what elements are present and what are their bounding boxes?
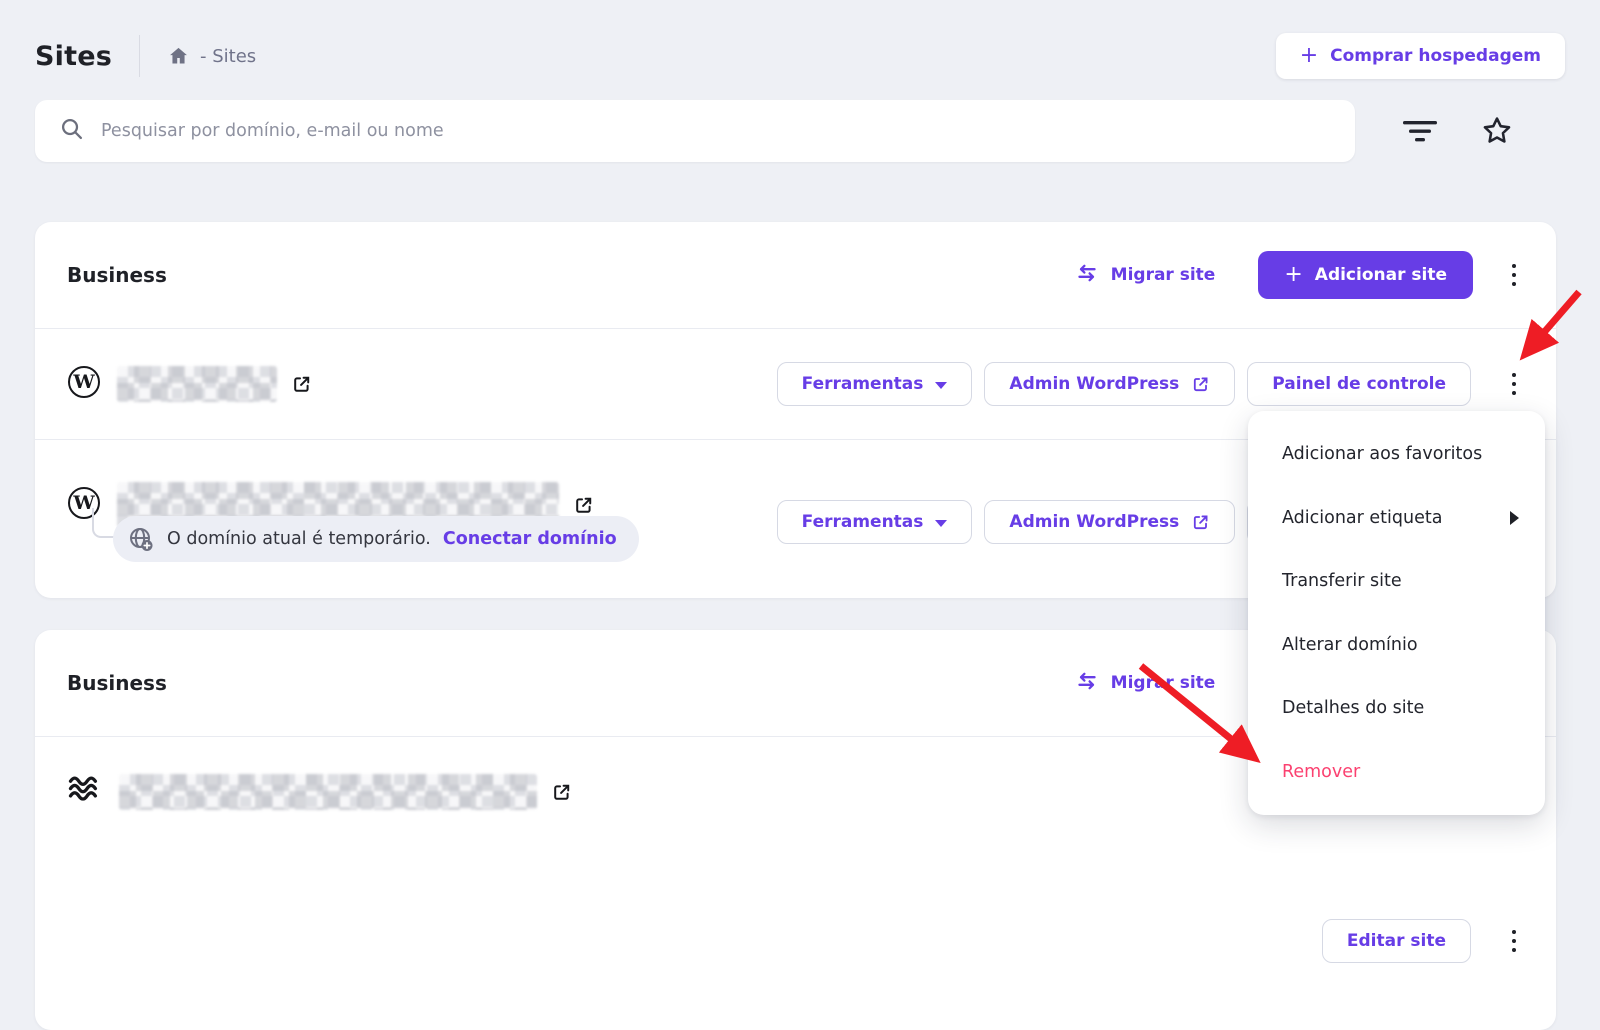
svg-text:W: W [72,492,95,514]
menu-item-label: Detalhes do site [1282,698,1425,719]
control-panel-button[interactable]: Painel de controle [1247,362,1471,406]
menu-item-add-label[interactable]: Adicionar etiqueta [1248,490,1545,546]
plus-icon: + [1284,262,1303,287]
site-options-menu-button[interactable] [1504,367,1524,401]
menu-item-transfer-site[interactable]: Transferir site [1248,553,1545,609]
temporary-domain-notice: O domínio atual é temporário. Conectar d… [113,516,639,562]
add-site-label: Adicionar site [1314,265,1447,285]
menu-item-add-to-favorites[interactable]: Adicionar aos favoritos [1248,426,1545,482]
external-link-icon[interactable] [573,495,594,516]
menu-item-label: Adicionar aos favoritos [1282,444,1483,465]
menu-item-label: Remover [1282,761,1361,782]
website-builder-logo [67,772,103,812]
tree-connector [92,508,116,538]
plan-options-menu-button[interactable] [1504,258,1524,292]
migrate-site-label: Migrar site [1110,673,1216,693]
favorites-filter-button[interactable] [1470,104,1524,158]
external-link-icon[interactable] [291,374,312,395]
blurred-domain-name [117,366,277,402]
divider [35,439,1556,440]
breadcrumb[interactable]: - Sites [167,45,256,67]
plus-icon: + [1299,43,1319,68]
add-site-button[interactable]: + Adicionar site [1258,251,1473,299]
buy-hosting-label: Comprar hospedagem [1330,46,1541,66]
tools-dropdown-button[interactable]: Ferramentas [776,362,973,406]
control-panel-label: Painel de controle [1272,374,1446,394]
site-context-menu: Adicionar aos favoritos Adicionar etique… [1248,411,1545,815]
title-divider [139,35,140,77]
swap-arrows-icon [1075,261,1099,290]
wordpress-logo: W [67,365,101,403]
magnifier-icon [59,116,85,146]
menu-item-label: Alterar domínio [1282,634,1418,655]
site-row-1: W Ferramentas [35,329,1556,439]
svg-text:W: W [72,371,95,393]
filter-button[interactable] [1393,104,1447,158]
tools-label: Ferramentas [801,512,924,532]
submenu-arrow-icon [1510,510,1519,525]
card1-header: Business Migrar site + Adicionar site [35,222,1556,328]
buy-hosting-button[interactable]: + Comprar hospedagem [1275,33,1565,79]
wordpress-logo: W [67,486,101,524]
connect-domain-link[interactable]: Conectar domínio [442,529,617,549]
tools-dropdown-button[interactable]: Ferramentas [776,500,973,544]
edit-site-button[interactable]: Editar site [1321,919,1471,963]
page-title: Sites [35,40,112,72]
search-input[interactable] [101,121,1331,141]
swap-arrows-icon [1075,669,1099,698]
wp-admin-label: Admin WordPress [1009,512,1180,532]
migrate-site-button[interactable]: Migrar site [1075,261,1216,290]
menu-item-label: Transferir site [1282,571,1402,592]
blurred-domain-name [119,774,537,810]
breadcrumb-label: - Sites [200,45,257,67]
migrate-site-button[interactable]: Migrar site [1075,669,1216,698]
top-bar: Sites - Sites + Comprar hospedagem [35,30,1565,82]
chevron-down-icon [935,381,948,389]
wp-admin-button[interactable]: Admin WordPress [984,362,1236,406]
wp-admin-label: Admin WordPress [1009,374,1180,394]
search-bar [35,100,1355,162]
menu-item-site-details[interactable]: Detalhes do site [1248,680,1545,736]
home-icon[interactable] [167,45,190,67]
edit-site-label: Editar site [1346,931,1446,951]
divider [35,328,1556,329]
menu-item-remove[interactable]: Remover [1248,744,1545,800]
notice-text: O domínio atual é temporário. [167,529,431,549]
chevron-down-icon [935,519,948,527]
external-link-icon[interactable] [551,782,572,803]
external-link-icon [1191,513,1210,532]
plan-name: Business [67,671,167,695]
tools-label: Ferramentas [801,374,924,394]
plan-name: Business [67,263,167,287]
site-options-menu-button[interactable] [1504,924,1524,958]
divider [35,736,1556,737]
migrate-site-label: Migrar site [1110,265,1216,285]
globe-add-icon [127,525,155,553]
external-link-icon [1191,375,1210,394]
sites-page: Sites - Sites + Comprar hospedagem [35,30,1582,1030]
menu-item-label: Adicionar etiqueta [1282,507,1443,528]
wp-admin-button[interactable]: Admin WordPress [984,500,1236,544]
menu-item-change-domain[interactable]: Alterar domínio [1248,617,1545,673]
